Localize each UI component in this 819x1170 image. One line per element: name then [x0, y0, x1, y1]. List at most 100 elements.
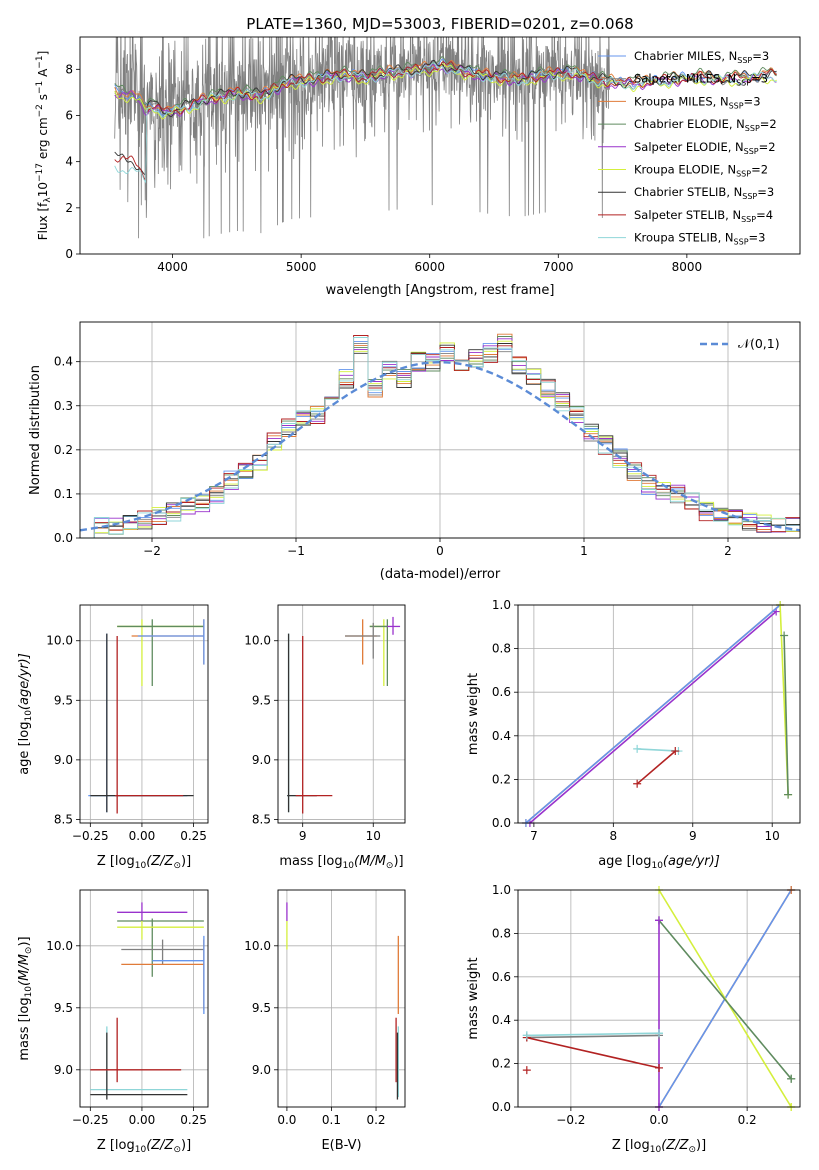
label-part: (Z/Z	[661, 1138, 689, 1153]
label-part: SSP	[736, 170, 751, 179]
legend-label: Salpeter ELODIE, NSSP=2	[634, 140, 776, 156]
plot-frame	[79, 321, 801, 539]
y-tick-label: 10.0	[46, 634, 73, 648]
y-axis-label: mass [log10(M/M⊙)]	[17, 936, 34, 1060]
mass-vs-z-panel: −0.25 0.00 0.259.09.510.0Z [log10(Z/Z⊙)]ma…	[17, 889, 209, 1155]
label-part: (Z/Z	[146, 1138, 174, 1153]
legend-sep: , N	[728, 140, 744, 154]
x-tick-label: 10	[765, 829, 780, 843]
label-part: s	[36, 94, 50, 104]
histogram-step-8	[80, 337, 800, 539]
label-part: SSP	[729, 101, 744, 110]
label-part: −1	[35, 55, 45, 68]
x-axis-label: (data-model)/error	[380, 567, 501, 582]
y-tick-label: 0	[65, 247, 73, 261]
y-axis-label: mass weight	[466, 673, 481, 755]
y-tick-label: 0.6	[492, 685, 511, 699]
x-tick-label: −0.25	[72, 1113, 109, 1127]
label-part: Kroupa MILES	[634, 94, 713, 108]
label-part: )]	[181, 1138, 191, 1153]
label-part: Chabrier MILES	[634, 49, 721, 63]
label-part: SSP	[737, 56, 752, 65]
label-part: mass [log	[17, 997, 32, 1060]
legend-label: Kroupa ELODIE, NSSP=2	[634, 163, 768, 179]
x-tick-label: 9	[299, 829, 307, 843]
weight-marker	[633, 744, 642, 753]
legend-sep: , N	[726, 185, 742, 199]
y-tick-label: 10.0	[244, 634, 271, 648]
x-tick-label: 0.1	[322, 1113, 341, 1127]
label-part: 10	[36, 182, 50, 197]
x-tick-label: 8000	[672, 260, 703, 274]
x-tick-label: 0.00	[129, 829, 156, 843]
label-part: Salpeter ELODIE	[634, 140, 728, 154]
plot-frame	[79, 36, 801, 255]
label-part: 10	[24, 986, 34, 998]
label-part: =	[759, 140, 769, 154]
y-tick-label: 0.0	[492, 816, 511, 830]
figure-title: PLATE=1360, MJD=53003, FIBERID=0201, z=0…	[246, 15, 633, 33]
y-tick-label: 0.4	[492, 729, 511, 743]
label-part: )]	[696, 1138, 706, 1153]
label-part: SSP	[741, 215, 756, 224]
y-tick-label: 10.0	[46, 939, 73, 953]
label-part: =	[756, 208, 766, 222]
weight-marker	[522, 1066, 531, 1075]
y-axis-label: Normed distribution	[28, 365, 43, 495]
label-part: mass weight	[466, 673, 481, 755]
label-part: ⊙	[173, 1145, 181, 1155]
weight-marker	[522, 1031, 531, 1040]
legend-label: Kroupa STELIB, NSSP=3	[634, 231, 766, 247]
legend-label: Kroupa MILES, NSSP=3	[634, 94, 761, 110]
x-tick-label: −2	[143, 544, 161, 558]
weight-line	[526, 1032, 660, 1037]
x-axis-label: E(B-V)	[321, 1138, 361, 1153]
label-part: 3	[758, 231, 765, 245]
model-line-4	[114, 64, 777, 117]
label-part: 2	[761, 163, 768, 177]
label-part: Kroupa STELIB	[634, 231, 718, 245]
label-part: −1	[35, 81, 45, 94]
age-vs-z-panel: −0.25 0.00 0.258.59.09.510.0Z [log10(Z/Z⊙)…	[17, 604, 209, 871]
plot-frame	[79, 889, 209, 1108]
legend-sep: , N	[721, 49, 737, 63]
y-axis-label: age [log10(age/yr)]	[17, 653, 34, 775]
legend-sep: , N	[720, 163, 736, 177]
mass-vs-ebv-panel: 0.0 0.1 0.2 9.0 9.5 10.0 E(B-V)	[244, 889, 406, 1153]
y-tick-label: 0.6	[492, 970, 511, 984]
label-part: 3	[753, 94, 760, 108]
label-part: 2	[768, 140, 775, 154]
plot-frame	[79, 604, 209, 824]
y-tick-label: 0.2	[54, 443, 73, 457]
legend-sep: , N	[729, 117, 745, 131]
label-part: ]	[36, 51, 50, 56]
x-tick-label: −0.2	[556, 1113, 585, 1127]
weight-marker	[787, 1074, 796, 1083]
x-tick-label: 0.2	[366, 1113, 385, 1127]
weight-marker	[655, 1029, 663, 1038]
x-tick-label: 8	[610, 829, 618, 843]
y-tick-label: 8.5	[252, 812, 271, 826]
model-line-0	[114, 58, 777, 117]
label-part: 10	[343, 861, 355, 871]
label-part: 3	[762, 49, 769, 63]
x-axis-label: Z [log10(Z/Z⊙)]	[97, 1138, 191, 1155]
label-part: SSP	[744, 147, 759, 156]
label-part: 3	[767, 185, 774, 199]
weight-line	[783, 635, 789, 795]
label-part: (Z/Z	[146, 854, 174, 869]
label-part: 2	[769, 117, 776, 131]
label-part: 3	[761, 72, 768, 86]
label-part: A	[36, 68, 50, 81]
y-tick-label: 8	[65, 62, 73, 76]
x-tick-label: −0.25	[72, 829, 109, 843]
weight-marker	[655, 916, 663, 925]
y-tick-label: 1.0	[492, 883, 511, 897]
y-tick-label: 10.0	[244, 939, 271, 953]
label-part: Chabrier ELODIE	[634, 117, 729, 131]
weight-line	[526, 1036, 660, 1069]
y-tick-label: 0.0	[54, 531, 73, 545]
label-part: mass weight	[466, 957, 481, 1039]
